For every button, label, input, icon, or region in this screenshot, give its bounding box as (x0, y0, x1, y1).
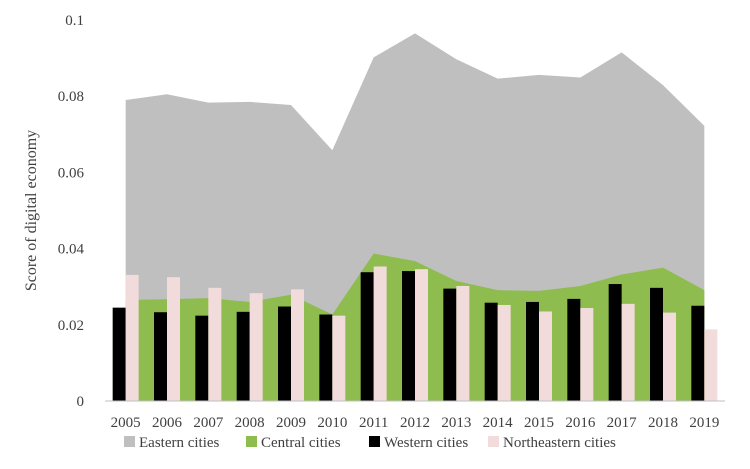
bar-1-2015 (539, 311, 552, 401)
bar-1-2005 (125, 274, 139, 401)
x-tick-label: 2007 (193, 415, 224, 431)
bar-1-2018 (663, 312, 676, 401)
y-axis-title: Score of digital economy (23, 130, 40, 291)
legend-label-1: Central cities (261, 435, 341, 451)
legend: Eastern cities Central cities Western citi… (124, 435, 616, 451)
bar-0-2009 (278, 306, 291, 401)
bar-1-2017 (621, 303, 635, 401)
bar-0-2018 (650, 287, 663, 401)
bar-series-layer (112, 266, 718, 401)
bar-0-2012 (402, 271, 415, 401)
y-tick-label: 0 (77, 394, 85, 410)
y-tick-label: 0.1 (65, 13, 84, 29)
x-tick-label: 2016 (565, 415, 596, 431)
y-tick-label: 0.04 (58, 242, 85, 258)
y-axis-ticks: 0 0.02 0.04 0.06 0.08 0.1 (58, 13, 85, 410)
x-tick-label: 2005 (111, 415, 141, 431)
bar-0-2013 (443, 288, 457, 401)
bar-0-2015 (526, 301, 539, 401)
bar-1-2007 (208, 287, 222, 401)
x-tick-label: 2013 (441, 415, 471, 431)
x-tick-label: 2012 (400, 415, 430, 431)
x-tick-label: 2017 (607, 415, 638, 431)
y-tick-label: 0.08 (58, 89, 84, 105)
x-tick-label: 2019 (689, 415, 719, 431)
legend-swatch-2 (369, 436, 380, 447)
bar-0-2011 (360, 272, 374, 401)
bar-0-2017 (608, 284, 622, 401)
bar-0-2010 (319, 314, 333, 401)
x-tick-label: 2010 (317, 415, 347, 431)
bar-0-2014 (484, 302, 498, 401)
x-tick-label: 2015 (524, 415, 554, 431)
x-tick-label: 2009 (276, 415, 306, 431)
bar-1-2014 (497, 304, 511, 401)
bar-0-2008 (236, 311, 250, 401)
bar-1-2013 (456, 285, 470, 401)
bar-0-2007 (195, 315, 209, 401)
bar-0-2005 (112, 307, 126, 401)
bar-1-2019 (704, 329, 718, 401)
bar-1-2006 (167, 277, 180, 401)
bar-1-2012 (415, 269, 428, 401)
x-tick-label: 2014 (483, 415, 514, 431)
x-tick-label: 2011 (359, 415, 388, 431)
legend-swatch-0 (124, 436, 135, 447)
legend-label-3: Northeastern cities (503, 435, 616, 451)
bar-1-2009 (291, 289, 304, 401)
bar-0-2006 (154, 312, 167, 401)
bar-0-2016 (567, 298, 581, 401)
y-tick-label: 0.02 (58, 318, 84, 334)
legend-swatch-3 (488, 436, 499, 447)
y-tick-label: 0.06 (58, 165, 85, 181)
bar-1-2011 (373, 266, 387, 401)
bar-1-2016 (580, 308, 594, 401)
x-axis-ticks: 2005 2006 2007 2008 2009 2010 2011 2012 2013 2014… (111, 415, 720, 431)
bar-0-2019 (691, 305, 705, 401)
bar-1-2010 (332, 315, 346, 401)
x-tick-label: 2008 (235, 415, 265, 431)
x-tick-label: 2018 (648, 415, 678, 431)
bar-1-2008 (249, 293, 263, 401)
legend-label-0: Eastern cities (139, 435, 220, 451)
x-tick-label: 2006 (152, 415, 183, 431)
legend-swatch-1 (246, 436, 257, 447)
legend-label-2: Western cities (384, 435, 468, 451)
